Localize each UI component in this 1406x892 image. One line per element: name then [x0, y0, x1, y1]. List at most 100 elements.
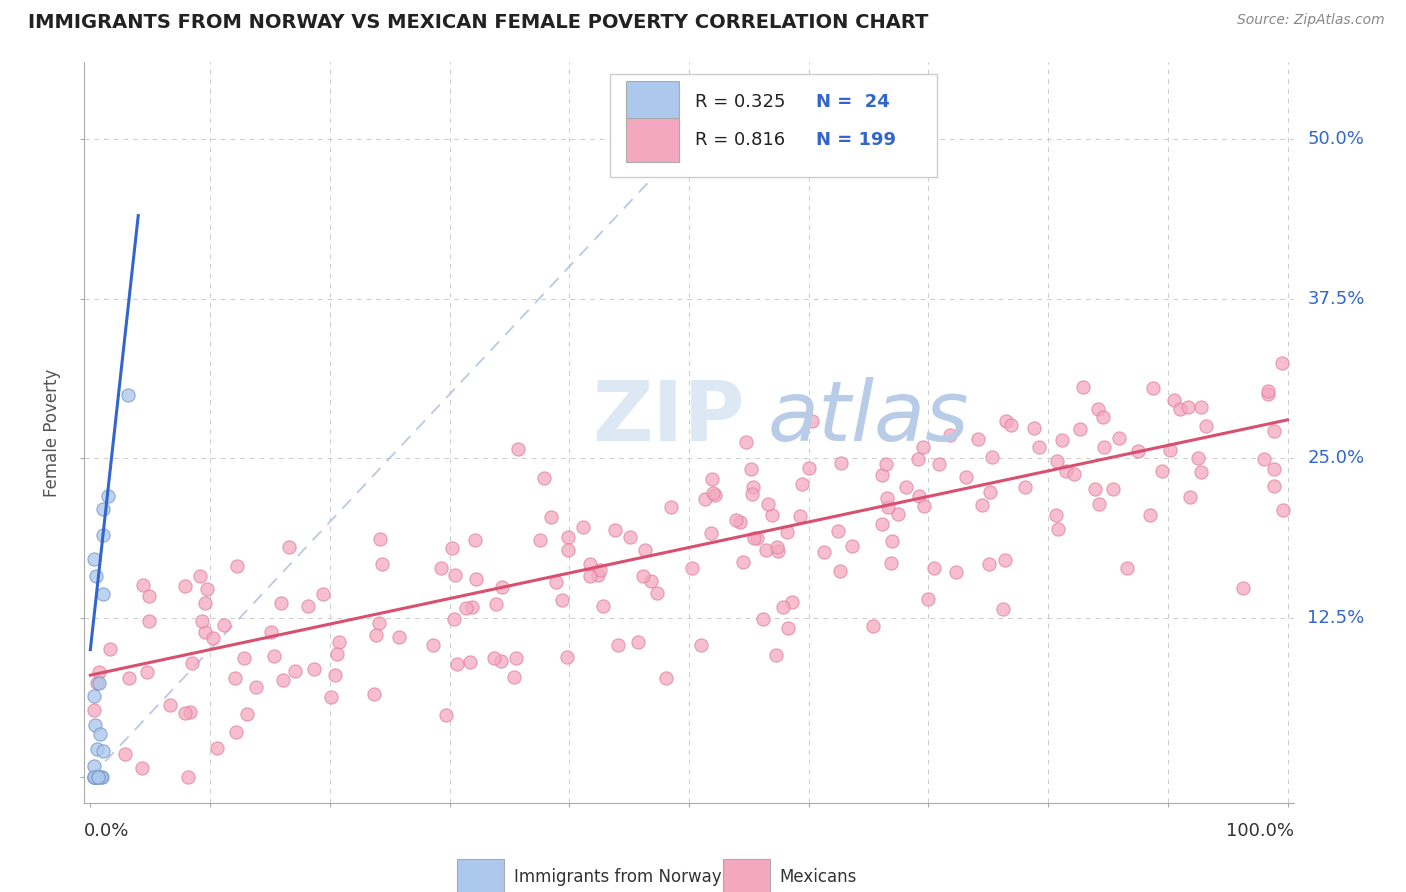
- Point: [91, 528, 114, 542]
- Point: [84, 770, 107, 784]
- Point: [194, 596, 217, 610]
- Point: [579, 569, 602, 583]
- Point: [1014, 479, 1036, 493]
- Point: [755, 542, 778, 557]
- Point: [1253, 452, 1275, 467]
- Point: [91, 744, 114, 758]
- Point: [655, 671, 678, 685]
- Point: [1257, 384, 1279, 398]
- Point: [83, 758, 105, 772]
- Point: [1092, 440, 1115, 454]
- Point: [725, 513, 748, 527]
- Point: [195, 582, 218, 597]
- Point: [551, 593, 574, 607]
- Point: [572, 520, 595, 534]
- Point: [461, 600, 484, 615]
- Point: [422, 638, 444, 652]
- Point: [761, 508, 783, 522]
- Point: [645, 586, 668, 600]
- Point: [970, 499, 993, 513]
- Text: R = 0.816: R = 0.816: [695, 131, 785, 149]
- Point: [1187, 450, 1209, 465]
- Point: [326, 648, 349, 662]
- Point: [1263, 424, 1285, 438]
- Point: [741, 487, 763, 501]
- Point: [271, 673, 294, 688]
- Point: [731, 555, 754, 569]
- Text: 50.0%: 50.0%: [1308, 130, 1364, 148]
- Point: [188, 568, 211, 582]
- Point: [328, 635, 350, 649]
- Point: [86, 742, 108, 756]
- Point: [260, 625, 283, 640]
- Point: [224, 672, 246, 686]
- Point: [756, 497, 779, 511]
- Point: [911, 440, 934, 454]
- Text: R = 0.325: R = 0.325: [695, 94, 786, 112]
- Point: [86, 675, 108, 690]
- Point: [458, 655, 481, 669]
- Point: [681, 561, 703, 575]
- Point: [1022, 421, 1045, 435]
- FancyBboxPatch shape: [457, 859, 503, 892]
- Point: [745, 531, 768, 545]
- Point: [1084, 482, 1107, 496]
- Point: [83, 689, 105, 703]
- Point: [529, 533, 551, 547]
- Point: [540, 509, 562, 524]
- Point: [907, 451, 929, 466]
- Y-axis label: Female Poverty: Female Poverty: [44, 368, 62, 497]
- Point: [702, 486, 724, 500]
- Point: [1189, 465, 1212, 479]
- Point: [813, 545, 835, 559]
- Point: [489, 654, 512, 668]
- Point: [619, 530, 641, 544]
- Point: [236, 707, 259, 722]
- Point: [464, 533, 486, 548]
- Point: [323, 667, 346, 681]
- Point: [702, 472, 724, 486]
- Point: [505, 651, 527, 665]
- Point: [765, 648, 787, 663]
- Point: [508, 442, 530, 457]
- Point: [1087, 402, 1109, 417]
- Point: [91, 587, 114, 601]
- Point: [321, 690, 343, 704]
- Point: [1071, 380, 1094, 394]
- FancyBboxPatch shape: [723, 859, 770, 892]
- Point: [789, 508, 811, 523]
- Point: [212, 618, 235, 632]
- Text: N =  24: N = 24: [815, 94, 890, 112]
- Point: [98, 641, 121, 656]
- Point: [131, 578, 153, 592]
- Point: [693, 491, 716, 506]
- Point: [728, 515, 751, 529]
- Point: [1177, 400, 1199, 414]
- Point: [1069, 422, 1091, 436]
- Point: [830, 456, 852, 470]
- Point: [368, 532, 391, 546]
- Point: [136, 665, 159, 679]
- Point: [872, 467, 894, 482]
- Point: [742, 531, 765, 545]
- Point: [86, 770, 108, 784]
- Point: [876, 491, 898, 505]
- Point: [924, 561, 946, 575]
- Point: [790, 476, 813, 491]
- Point: [138, 589, 160, 603]
- Point: [1050, 433, 1073, 447]
- Point: [464, 573, 486, 587]
- Point: [482, 651, 505, 665]
- Point: [1263, 462, 1285, 476]
- Point: [205, 740, 228, 755]
- Point: [1046, 522, 1069, 536]
- Point: [367, 616, 389, 631]
- Point: [83, 770, 105, 784]
- Point: [912, 499, 935, 513]
- Point: [97, 489, 120, 503]
- Point: [1195, 418, 1218, 433]
- FancyBboxPatch shape: [626, 119, 679, 162]
- Point: [86, 770, 108, 784]
- Point: [533, 471, 555, 485]
- Point: [1159, 442, 1181, 457]
